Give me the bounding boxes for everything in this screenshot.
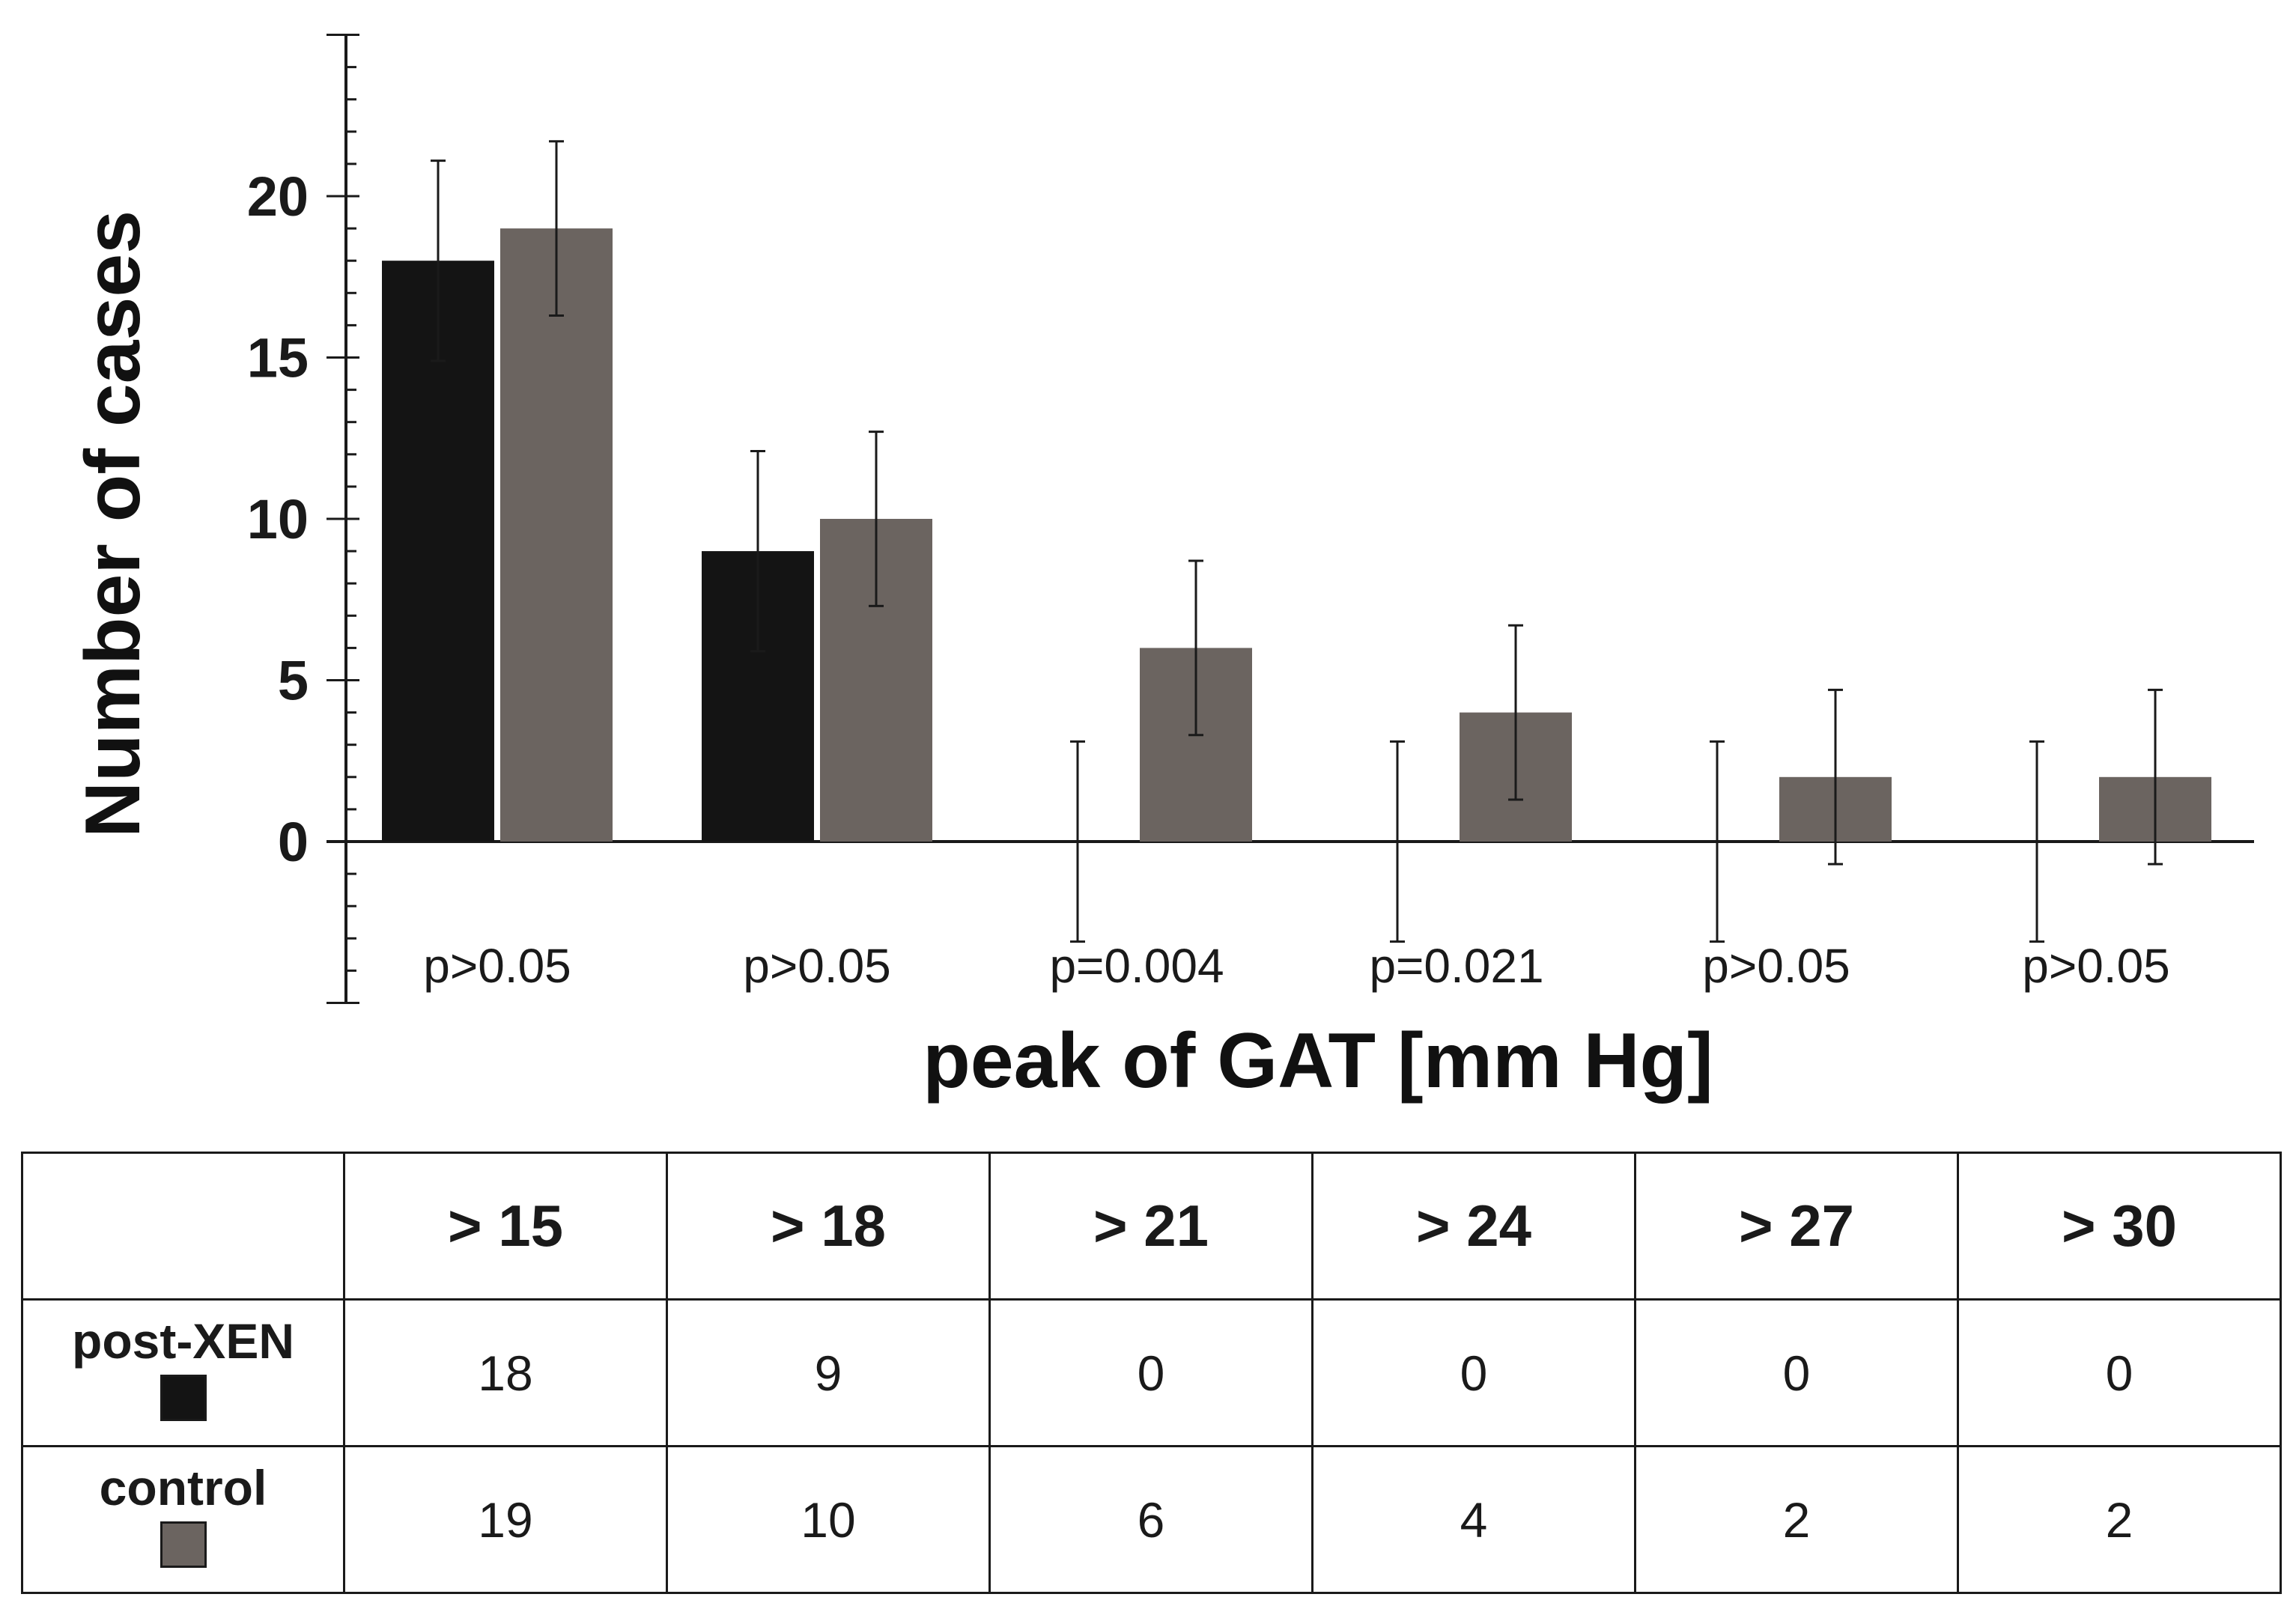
- table-cell: 2: [1634, 1445, 1959, 1594]
- y-tick-label: 10: [247, 488, 309, 550]
- table-cell: 0: [1957, 1298, 2282, 1447]
- table-cell: 0: [1311, 1298, 1636, 1447]
- table-cell: 19: [343, 1445, 668, 1594]
- table-header-cell: > 30: [1957, 1152, 2282, 1301]
- y-tick-label: 0: [278, 811, 309, 873]
- axes: 0 5 10 15 20: [247, 34, 2254, 1004]
- x-axis-title: peak of GAT [mm Hg]: [923, 1018, 1713, 1104]
- table-header-row: > 15 > 18 > 21 > 24 > 27 > 30: [21, 1152, 2282, 1301]
- table-cell: 9: [666, 1298, 991, 1447]
- y-tick-label: 20: [247, 165, 309, 228]
- p-value-label: p>0.05: [2022, 939, 2170, 993]
- table-cell: 10: [666, 1445, 991, 1594]
- p-value-label: p=0.004: [1049, 939, 1224, 993]
- table-cell: 6: [988, 1445, 1313, 1594]
- legend-swatch-control: [160, 1521, 207, 1568]
- table-row-control: control 19 10 6 4 2 2: [21, 1445, 2282, 1594]
- table-header-cell: > 18: [666, 1152, 991, 1301]
- p-value-label: p>0.05: [1702, 939, 1850, 993]
- series-label-cell: post-XEN: [21, 1298, 345, 1447]
- table-cell: 0: [988, 1298, 1313, 1447]
- y-tick-label: 15: [247, 327, 309, 389]
- y-axis-title: Number of cases: [70, 210, 157, 838]
- table-cell: 2: [1957, 1445, 2282, 1594]
- legend-swatch-post-xen: [160, 1375, 207, 1421]
- labels: p>0.05 p>0.05 p=0.004 p=0.021 p>0.05 p>0.05: [423, 939, 2170, 993]
- table-header-cell: > 27: [1634, 1152, 1959, 1301]
- p-value-label: p=0.021: [1369, 939, 1543, 993]
- table-row-post-xen: post-XEN 18 9 0 0 0 0: [21, 1298, 2282, 1447]
- series-label-cell: control: [21, 1445, 345, 1594]
- bars: [382, 228, 2211, 842]
- data-table: > 15 > 18 > 21 > 24 > 27 > 30 post-XEN 1…: [21, 1152, 2282, 1594]
- y-tick-label: 5: [278, 650, 309, 712]
- table-cell: 4: [1311, 1445, 1636, 1594]
- p-value-label: p>0.05: [743, 939, 891, 993]
- table-cell: 0: [1634, 1298, 1959, 1447]
- table-header-cell: > 24: [1311, 1152, 1636, 1301]
- p-value-label: p>0.05: [423, 939, 571, 993]
- series-label-post-xen: post-XEN: [72, 1313, 294, 1369]
- table-header-cell: > 15: [343, 1152, 668, 1301]
- table-corner-cell: [21, 1152, 345, 1301]
- bar-control-1: [500, 228, 613, 842]
- table-cell: 18: [343, 1298, 668, 1447]
- series-label-control: control: [99, 1460, 267, 1516]
- error-bars: [431, 140, 2163, 943]
- table-header-cell: > 21: [988, 1152, 1313, 1301]
